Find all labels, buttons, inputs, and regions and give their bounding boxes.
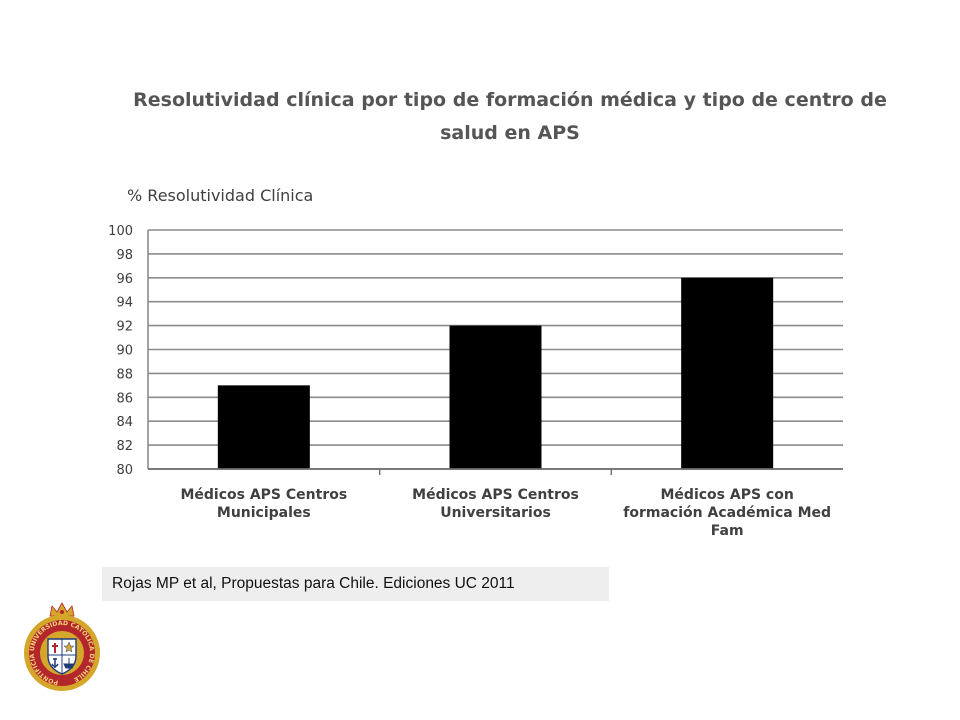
cross-icon [52, 643, 58, 653]
category-label: Médicos APS con formación Académica Med Fa… [623, 487, 831, 539]
y-tick-labels: 80 82 84 86 88 90 92 94 96 98 100 [108, 224, 133, 478]
y-tick-label: 84 [116, 415, 133, 430]
y-axis-label: % Resolutividad Clínica [127, 186, 313, 205]
category-label: Médicos APS Centros Municipales [180, 487, 347, 521]
category-label: Médicos APS Centros Universitarios [412, 487, 579, 521]
chart-title-line: salud en APS [440, 122, 580, 144]
citation: Rojas MP et al, Propuestas para Chile. E… [102, 567, 609, 601]
y-tick-label: 88 [116, 367, 133, 382]
y-tick-label: 82 [116, 439, 133, 454]
bar [217, 385, 310, 469]
bar [681, 277, 774, 469]
x-axis [147, 230, 843, 475]
university-seal-logo: PONTIFICIA UNIVERSIDAD CATÓLICA DE CHILE [24, 602, 100, 691]
bar [449, 325, 542, 469]
boat-icon [63, 658, 75, 669]
seal-crown [49, 602, 75, 617]
y-tick-label: 96 [116, 272, 133, 287]
y-tick-label: 92 [116, 320, 133, 335]
y-tick-label: 100 [108, 224, 133, 239]
chart-title: Resolutividad clínica por tipo de formac… [133, 89, 887, 144]
star-icon [63, 641, 75, 653]
bars [217, 277, 774, 469]
y-tick-label: 86 [116, 391, 133, 406]
y-tick-label: 94 [116, 296, 133, 311]
y-tick-label: 90 [116, 344, 133, 359]
category-labels: Médicos APS Centros Municipales Médicos AP… [180, 487, 831, 539]
y-tick-label: 80 [116, 463, 133, 478]
anchor-icon [51, 658, 59, 668]
chart-title-line: Resolutividad clínica por tipo de formac… [133, 89, 887, 111]
y-tick-label: 98 [116, 248, 133, 263]
